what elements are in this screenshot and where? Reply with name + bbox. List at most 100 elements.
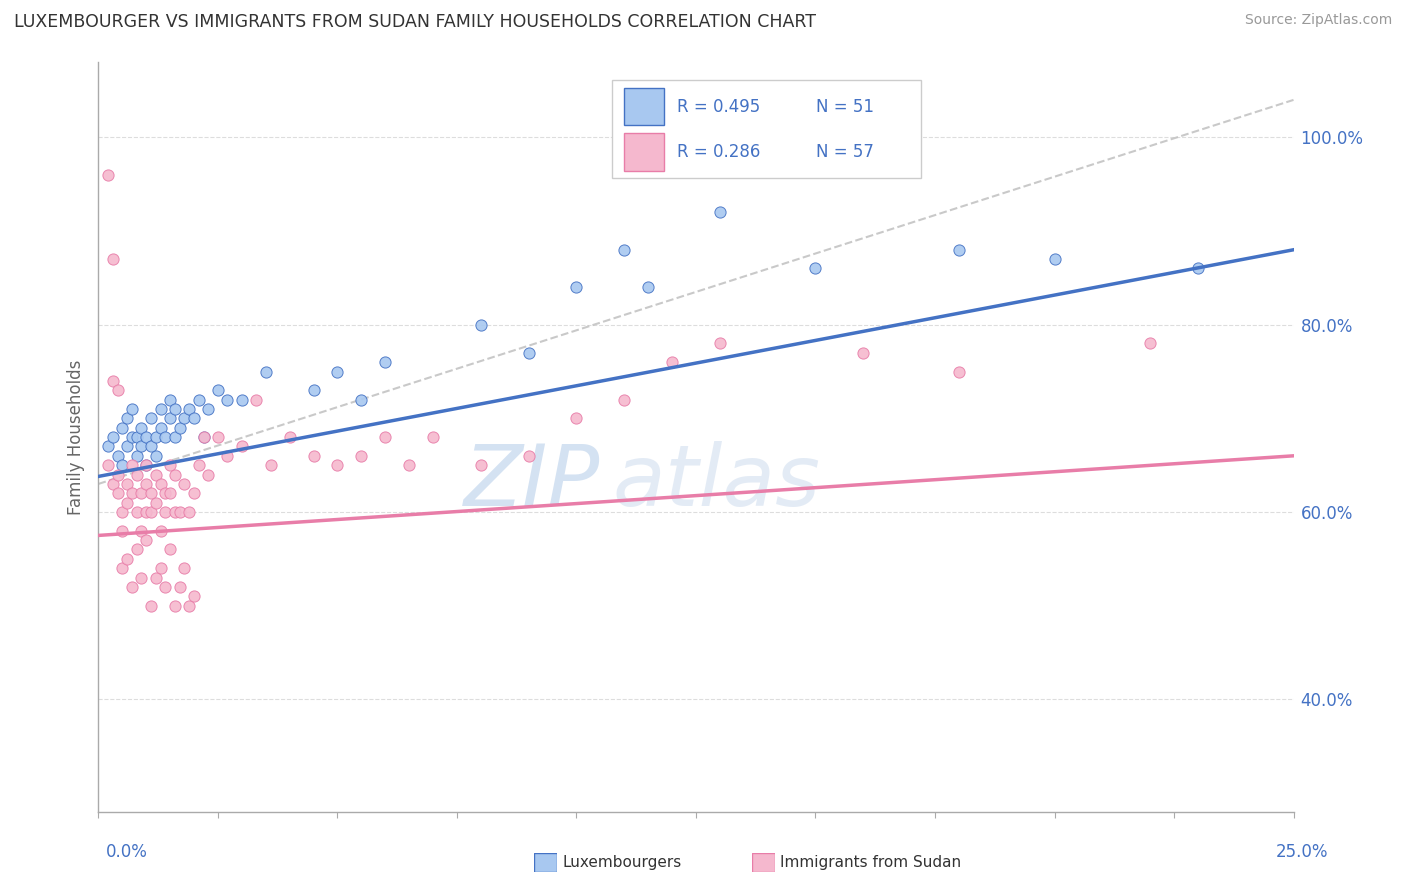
Point [115,439,138,453]
Point [121,580,143,594]
Point [149,401,172,416]
Text: R = 0.286: R = 0.286 [676,143,759,161]
Text: N = 51: N = 51 [815,98,873,116]
Point [135,458,157,473]
Point [565,280,588,294]
Text: Source: ZipAtlas.com: Source: ZipAtlas.com [1244,13,1392,28]
Point [217,449,239,463]
Point [149,524,172,538]
Point [207,430,229,444]
Point [302,384,325,398]
Point [217,392,239,407]
Point [613,243,636,257]
Point [169,505,191,519]
Point [107,486,129,500]
Point [97,439,120,453]
Point [207,384,229,398]
Point [350,392,373,407]
Point [709,336,731,351]
Point [163,505,186,519]
Point [115,476,138,491]
Y-axis label: Family Households: Family Households [66,359,84,515]
Point [115,496,138,510]
Point [135,533,157,547]
Point [111,458,134,473]
FancyBboxPatch shape [612,80,921,178]
Point [245,392,267,407]
Point [179,599,201,613]
Point [131,571,153,585]
Point [326,365,349,379]
Text: LUXEMBOURGER VS IMMIGRANTS FROM SUDAN FAMILY HOUSEHOLDS CORRELATION CHART: LUXEMBOURGER VS IMMIGRANTS FROM SUDAN FA… [14,13,815,31]
Text: R = 0.495: R = 0.495 [676,98,759,116]
Point [111,561,134,575]
Point [125,505,148,519]
Point [231,392,253,407]
Text: ZIP: ZIP [464,441,600,524]
Text: 0.0%: 0.0% [105,843,148,861]
Point [139,411,162,425]
Text: Immigrants from Sudan: Immigrants from Sudan [780,855,962,870]
Point [163,599,186,613]
Point [149,561,172,575]
Point [139,486,162,500]
Point [121,401,143,416]
Point [1043,252,1066,266]
Point [254,365,277,379]
Point [565,411,588,425]
Point [173,476,195,491]
Point [107,449,129,463]
Point [326,458,349,473]
Point [125,467,148,482]
Bar [624,133,664,170]
Point [125,430,148,444]
Point [350,449,373,463]
Point [97,168,120,182]
Point [131,439,153,453]
Point [111,524,134,538]
Point [115,551,138,566]
Point [517,449,540,463]
Point [470,318,492,332]
Point [197,401,219,416]
Point [804,261,827,276]
Point [131,421,153,435]
Point [111,505,134,519]
Text: Luxembourgers: Luxembourgers [562,855,682,870]
Point [197,467,219,482]
Point [302,449,325,463]
Point [155,486,177,500]
Point [374,430,396,444]
Point [115,411,138,425]
Point [259,458,281,473]
Point [374,355,396,369]
Point [131,524,153,538]
Point [163,401,186,416]
Text: atlas: atlas [613,441,820,524]
Point [121,486,143,500]
Point [139,599,162,613]
Point [101,374,124,388]
Point [1139,336,1161,351]
Point [131,486,153,500]
Point [169,421,191,435]
Point [97,458,120,473]
Point [183,411,205,425]
Point [135,430,157,444]
Point [159,486,181,500]
Point [135,505,157,519]
Point [613,392,636,407]
Point [125,542,148,557]
Point [145,430,167,444]
Point [852,345,875,359]
Point [159,458,181,473]
Point [948,365,970,379]
Point [422,430,444,444]
Point [169,580,191,594]
Point [101,252,124,266]
Bar [624,88,664,126]
Point [398,458,420,473]
Point [709,205,731,219]
Point [183,590,205,604]
Point [173,561,195,575]
